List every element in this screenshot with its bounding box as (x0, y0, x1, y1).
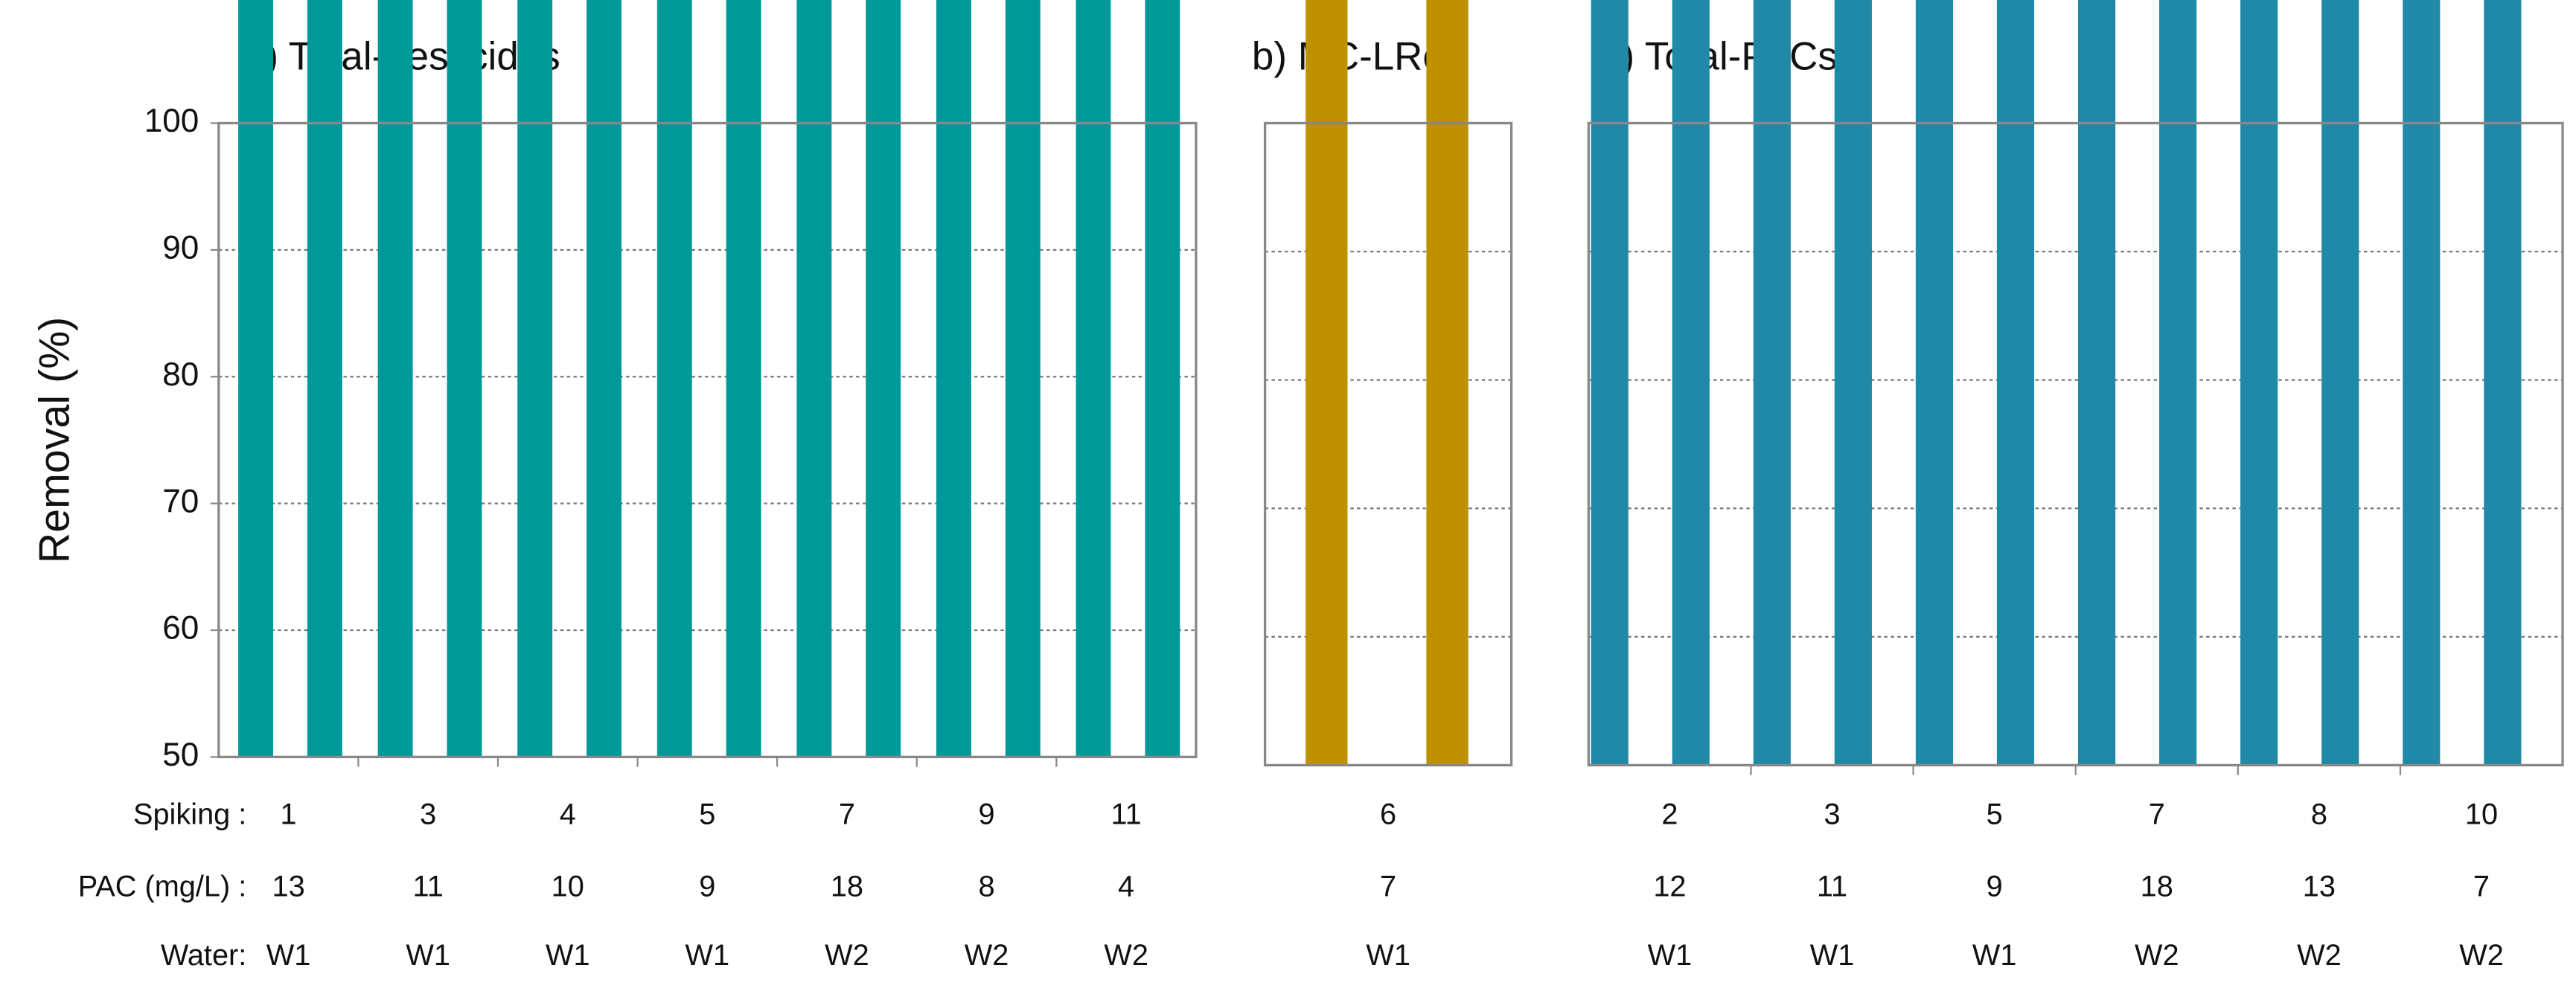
plot-frame (1265, 123, 1512, 766)
bar-segment (1591, 0, 1629, 766)
spiking-label: 3 (420, 798, 436, 830)
bar-segment (936, 0, 971, 757)
water-label: W1 (1972, 939, 2017, 972)
bar-segment (1076, 0, 1111, 757)
water-label: W2 (825, 939, 869, 972)
y-tick-label: 50 (162, 737, 199, 773)
pac-label: 9 (699, 870, 715, 903)
pac-label: 13 (272, 870, 305, 903)
y-tick-label: 90 (162, 230, 199, 266)
y-tick-label: 70 (162, 483, 199, 519)
row-label: PAC (mg/L) : (78, 870, 247, 903)
plot-border (1263, 121, 1513, 767)
y-tick-label: 80 (162, 356, 199, 393)
bar-segment (2403, 0, 2441, 766)
bar-segment (1305, 0, 1348, 766)
bar-segment (866, 0, 901, 757)
water-label: W1 (546, 939, 590, 972)
bar-segment (238, 0, 273, 757)
plot-border (217, 121, 1198, 759)
water-label: W2 (965, 939, 1009, 972)
bar-segment (2159, 0, 2197, 766)
bar-segment (1753, 0, 1791, 766)
plot-border (1587, 121, 2564, 767)
bar-segment (1672, 0, 1710, 766)
spiking-label: 10 (2465, 798, 2498, 830)
water-label: W2 (2297, 939, 2342, 972)
spiking-label: 2 (1661, 798, 1678, 830)
water-label: W1 (1366, 939, 1410, 972)
spiking-label: 11 (1111, 798, 1142, 830)
pac-label: 11 (413, 870, 444, 903)
spiking-label: 3 (1824, 798, 1840, 830)
pac-label: 18 (831, 870, 863, 903)
bar-segment (2077, 0, 2116, 766)
bar-segment (1426, 0, 1468, 766)
water-label: W1 (685, 939, 730, 972)
bar-segment (726, 0, 761, 757)
spiking-label: 7 (839, 798, 855, 830)
bar-segment (517, 0, 553, 757)
pac-label: 9 (1987, 870, 2003, 903)
bar-segment (447, 0, 482, 757)
bar-segment (796, 0, 832, 757)
spiking-label: 9 (978, 798, 994, 830)
row-label: Water: (161, 939, 246, 972)
bar-segment (1996, 0, 2035, 766)
row-label: Spiking : (133, 798, 246, 830)
bar-segment (377, 0, 413, 757)
spiking-label: 6 (1380, 798, 1396, 830)
bar-segment (307, 0, 342, 757)
bar-segment (1005, 0, 1041, 757)
bar-segment (656, 0, 692, 757)
pac-label: 7 (1380, 870, 1396, 903)
y-axis-label: Removal (%) (31, 317, 79, 563)
plot-frame (218, 123, 1196, 757)
bar-segment (2240, 0, 2278, 766)
pac-label: 4 (1118, 870, 1134, 903)
spiking-label: 4 (560, 798, 576, 830)
pac-label: 7 (2473, 870, 2490, 903)
water-label: W2 (2459, 939, 2504, 972)
chart-title: c) Total-PhCs (1602, 34, 1838, 78)
water-label: W1 (266, 939, 311, 972)
spiking-label: 7 (2149, 798, 2165, 830)
pac-label: 13 (2303, 870, 2336, 903)
water-label: W1 (1648, 939, 1693, 972)
bar-segment (2321, 0, 2359, 766)
spiking-label: 5 (1987, 798, 2003, 830)
bar-segment (587, 0, 621, 757)
plot-frame (1588, 123, 2563, 766)
pac-label: 10 (552, 870, 584, 903)
spiking-label: 5 (699, 798, 715, 830)
bar-segment (1145, 0, 1180, 757)
y-tick-label: 60 (162, 610, 199, 647)
pac-label: 8 (978, 870, 994, 903)
water-label: W1 (406, 939, 450, 972)
spiking-label: 8 (2311, 798, 2327, 830)
bar-segment (1915, 0, 1954, 766)
pac-label: 18 (2141, 870, 2173, 903)
spiking-label: 1 (281, 798, 297, 830)
bar-segment (1834, 0, 1872, 766)
y-tick-label: 100 (144, 103, 199, 139)
pac-label: 11 (1817, 870, 1847, 903)
bar-segment (2484, 0, 2522, 766)
pac-label: 12 (1653, 870, 1686, 903)
water-label: W2 (2135, 939, 2179, 972)
water-label: W1 (1810, 939, 1855, 972)
water-label: W2 (1104, 939, 1148, 972)
